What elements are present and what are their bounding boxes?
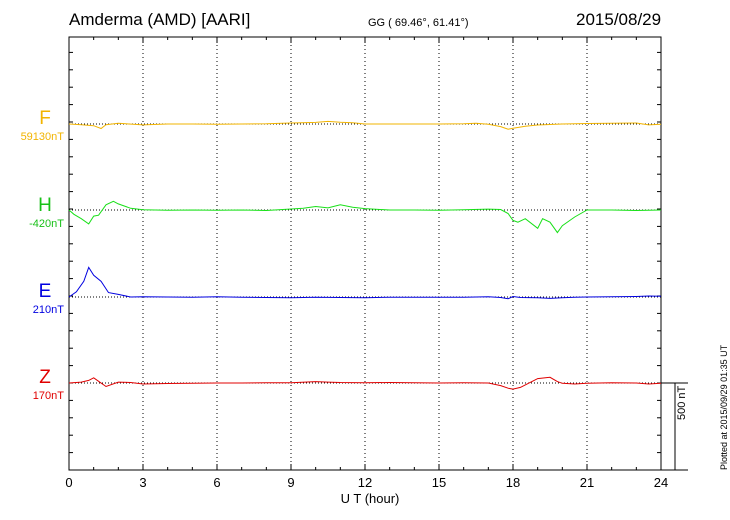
series-line-E: [68, 266, 662, 300]
baseline-label-F: 59130nT: [20, 131, 64, 143]
x-tick-label: 15: [431, 475, 447, 490]
scale-bar-label: 500 nT: [676, 385, 688, 420]
plotted-timestamp: Plotted at 2015/09/29 01:35 UT: [719, 344, 729, 470]
x-tick-label: 12: [357, 475, 373, 490]
x-tick-label: 18: [505, 475, 521, 490]
station-title: Amderma (AMD) [AARI]: [69, 10, 251, 29]
plot-date: 2015/08/29: [576, 10, 662, 29]
series-line-Z: [68, 376, 662, 390]
grid-lines: [69, 37, 661, 470]
x-tick-label: 0: [65, 475, 73, 490]
baseline-label-H: -420nT: [29, 218, 64, 230]
baseline-label-Z: 170nT: [32, 390, 64, 402]
x-tick-label: 24: [653, 475, 669, 490]
x-tick-label: 6: [213, 475, 221, 490]
series-traces: [68, 120, 662, 390]
axes-frame: [68, 36, 688, 471]
series-label-H: H: [38, 195, 52, 216]
x-tick-label: 3: [139, 475, 147, 490]
series-line-H: [68, 200, 662, 234]
series-line-F: [68, 120, 662, 130]
series-label-Z: Z: [39, 367, 51, 388]
geo-coordinates: GG ( 69.46°, 61.41°): [368, 17, 469, 29]
series-label-E: E: [38, 281, 52, 302]
x-tick-label: 21: [579, 475, 595, 490]
x-tick-label: 9: [287, 475, 295, 490]
series-label-F: F: [39, 108, 51, 129]
baseline-label-E: 210nT: [32, 304, 64, 316]
x-axis-label: U T (hour): [340, 491, 400, 506]
